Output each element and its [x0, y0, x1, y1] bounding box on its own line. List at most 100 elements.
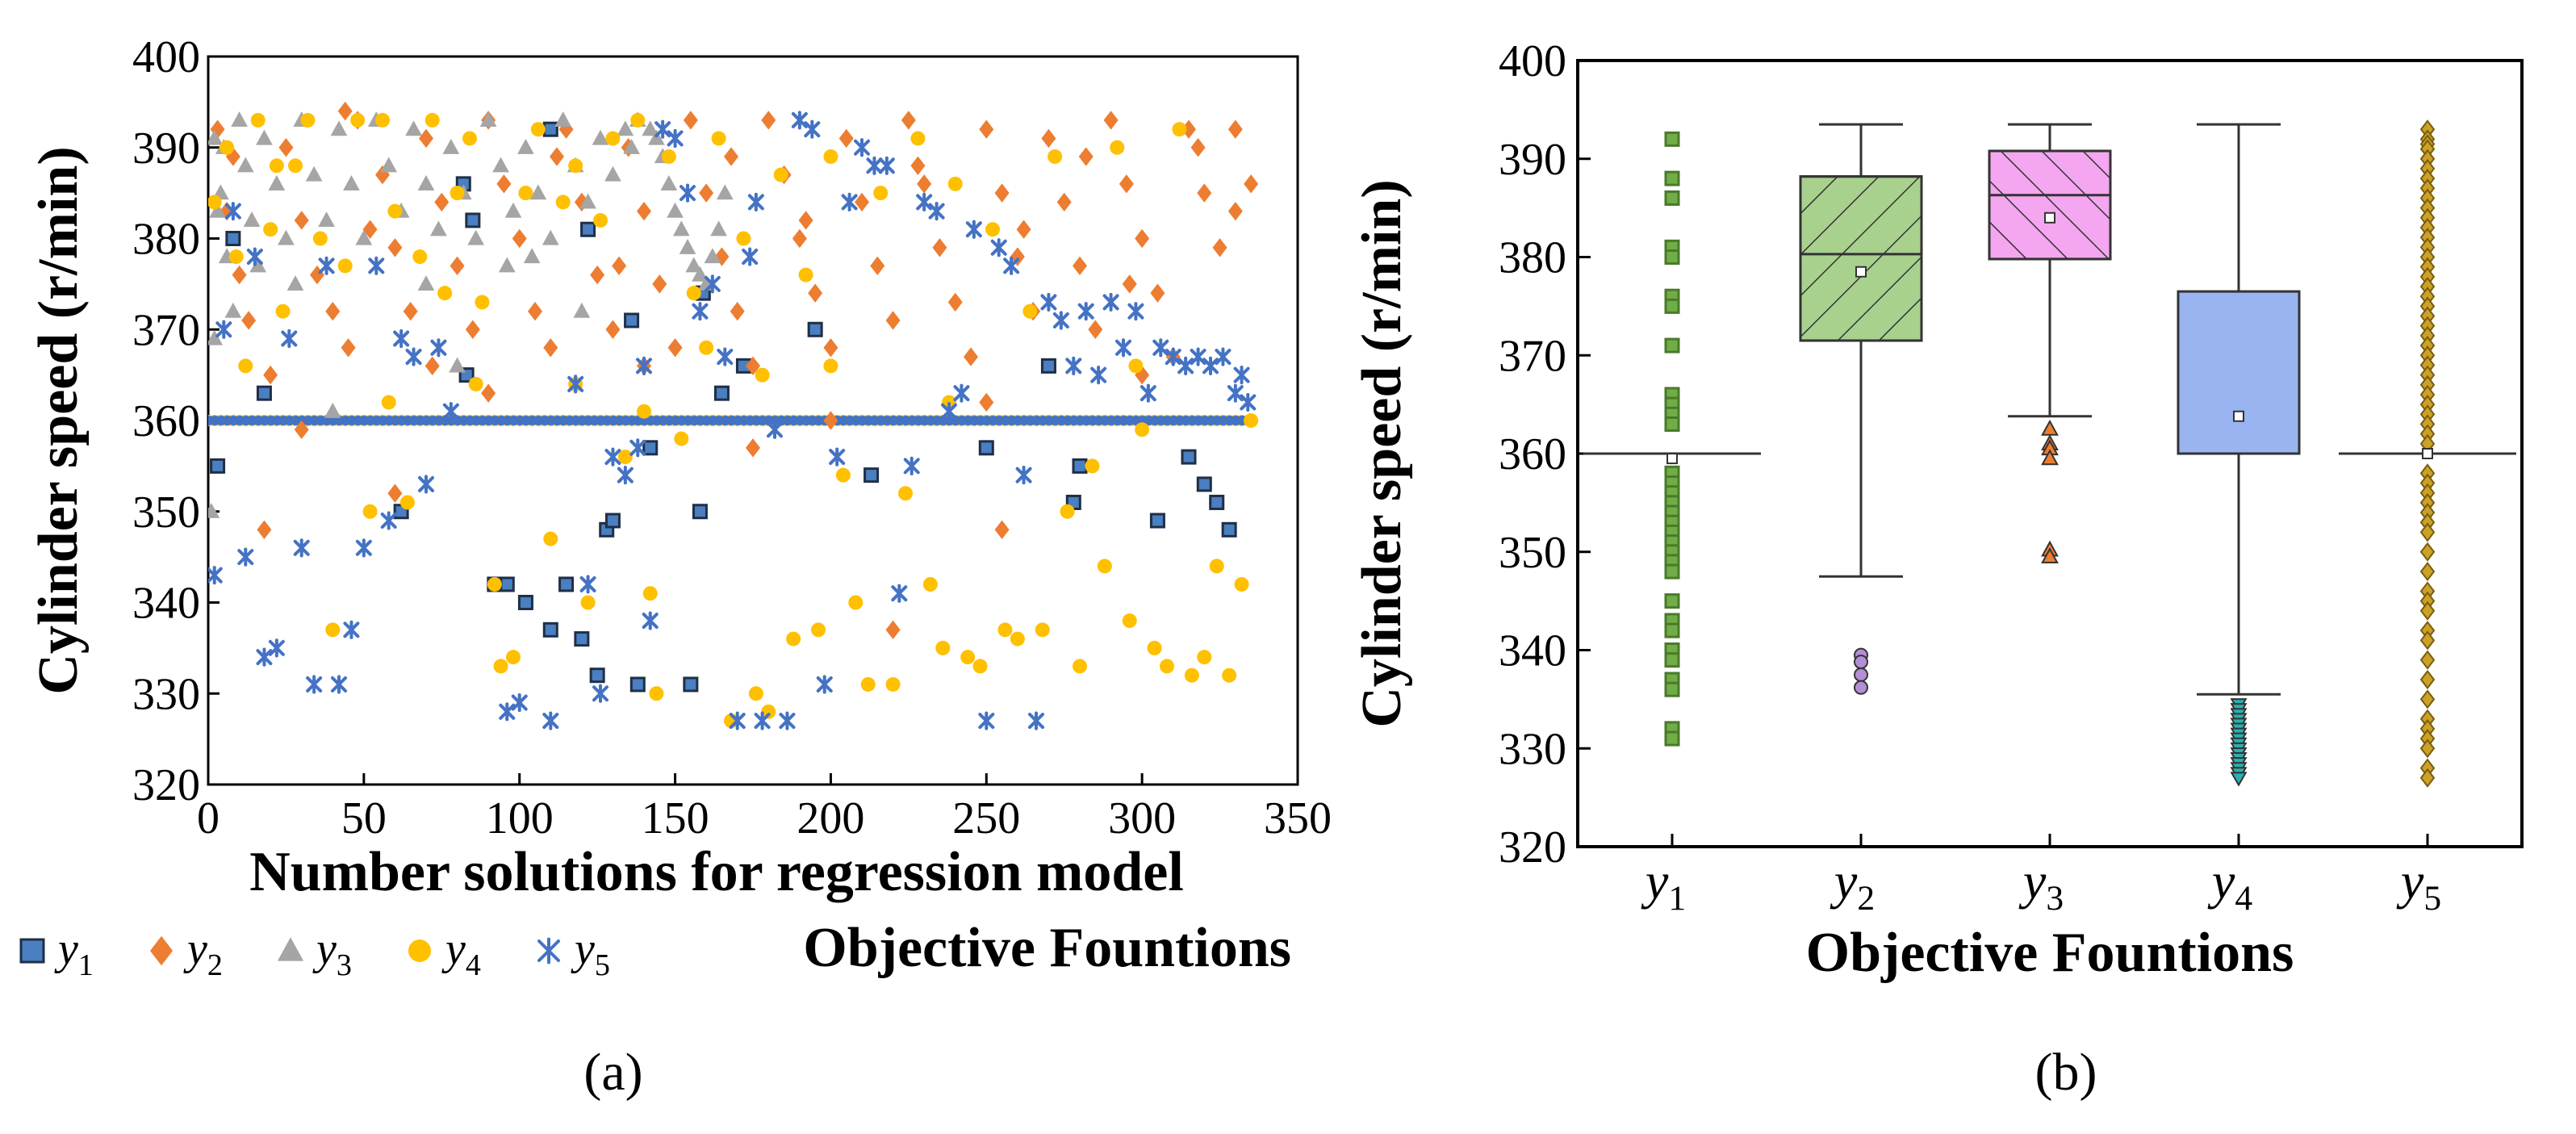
- point-y2: [1227, 201, 1243, 221]
- point-y2: [1197, 183, 1212, 203]
- point-y1: [1209, 494, 1225, 510]
- point-y5: [779, 711, 796, 730]
- y-tick-label: 380: [132, 215, 200, 265]
- legend-label-y5: y5: [571, 924, 610, 982]
- y-tick-label: 340: [132, 579, 200, 629]
- point-y2: [652, 274, 667, 294]
- point-y1: [589, 667, 605, 684]
- point-y2: [294, 211, 309, 230]
- point-y3: [256, 129, 273, 145]
- point-y2: [885, 620, 901, 640]
- y-tick-label: 400: [1499, 36, 1566, 86]
- point-y2: [612, 256, 627, 276]
- point-y5: [754, 711, 771, 730]
- panel-a-label: (a): [583, 1043, 642, 1102]
- point-y3: [208, 129, 224, 145]
- point-y5: [393, 328, 410, 349]
- point-y3: [224, 302, 242, 318]
- point-y3: [529, 184, 547, 200]
- point-y2: [543, 338, 558, 358]
- x-tick-label: 250: [952, 793, 1020, 843]
- point-y5: [1052, 311, 1069, 330]
- legend-label-y3: y3: [312, 924, 352, 982]
- point-y2: [605, 320, 621, 339]
- point-y4: [487, 576, 502, 592]
- mean-marker: [2233, 410, 2244, 422]
- point-y3: [492, 157, 509, 173]
- point-y4: [437, 286, 453, 301]
- point-y5: [1233, 366, 1250, 385]
- point-y4: [898, 486, 913, 501]
- point-y2: [362, 220, 378, 239]
- point-y2: [1016, 220, 1031, 239]
- point-y5: [380, 511, 397, 530]
- point-y4: [593, 212, 608, 228]
- point-y2: [1119, 174, 1134, 194]
- outlier-point: [2041, 547, 2059, 564]
- point-y5: [1015, 466, 1032, 485]
- panel-b-y-axis-title: Cylinder speed (r/min): [1351, 179, 1413, 727]
- point-y4: [288, 158, 303, 174]
- point-y4: [312, 231, 328, 246]
- panel-b-x-axis-title: Objective Fountions: [1806, 922, 2294, 984]
- point-y4: [475, 295, 490, 310]
- point-y1: [225, 231, 241, 246]
- point-y5: [1040, 292, 1057, 312]
- point-y3: [523, 248, 541, 264]
- point-y4: [580, 595, 596, 610]
- outlier-point: [2419, 542, 2436, 562]
- point-y5: [866, 156, 883, 175]
- legend-label-y4: y4: [441, 924, 481, 982]
- point-y2: [1212, 238, 1227, 257]
- x-tick-label-y3: y3: [2018, 852, 2064, 918]
- point-y5: [767, 420, 783, 439]
- point-y5: [642, 611, 659, 630]
- panel-b-boxes: [1583, 119, 2516, 788]
- point-y2: [1135, 228, 1150, 249]
- point-y2: [496, 174, 512, 194]
- point-y2: [325, 302, 341, 321]
- outlier-point: [2419, 768, 2436, 788]
- point-y2: [917, 174, 932, 194]
- point-y2: [1150, 283, 1165, 303]
- point-y5: [542, 711, 559, 730]
- point-y3: [642, 120, 659, 136]
- outlier-point: [1664, 652, 1680, 668]
- panel-a-points: [208, 101, 1259, 730]
- point-y4: [661, 149, 676, 165]
- outlier-point: [2419, 669, 2436, 690]
- legend-marker-y4: [408, 939, 431, 962]
- x-tick-label-y2: y2: [1830, 852, 1875, 918]
- legend-label-y1: y1: [54, 924, 94, 982]
- y-tick-label: 350: [1499, 528, 1566, 578]
- legend-title: Objective Fountions: [803, 917, 1291, 979]
- point-y5: [1215, 347, 1232, 366]
- point-y2: [1190, 138, 1206, 157]
- point-y5: [430, 338, 447, 358]
- point-y5: [604, 447, 621, 467]
- point-y5: [692, 302, 709, 321]
- point-y3: [430, 220, 447, 236]
- point-y5: [293, 538, 310, 558]
- point-y5: [791, 111, 808, 130]
- point-y5: [368, 256, 385, 275]
- outlier-point: [1664, 730, 1680, 747]
- point-y3: [330, 120, 348, 136]
- point-y3: [231, 111, 248, 128]
- point-y2: [481, 383, 496, 403]
- point-y4: [972, 659, 988, 674]
- point-y5: [747, 192, 764, 211]
- point-y4: [1197, 650, 1212, 665]
- point-y2: [1056, 192, 1072, 212]
- point-y1: [604, 513, 621, 529]
- mean-marker: [2422, 448, 2433, 459]
- point-y2: [257, 520, 272, 539]
- point-y1: [807, 321, 823, 337]
- point-y3: [305, 165, 323, 182]
- point-y4: [350, 112, 366, 128]
- point-y5: [829, 447, 846, 467]
- point-y2: [947, 292, 963, 312]
- x-tick-label: 300: [1108, 793, 1176, 843]
- point-y4: [468, 376, 483, 391]
- outlier-point: [1664, 170, 1680, 186]
